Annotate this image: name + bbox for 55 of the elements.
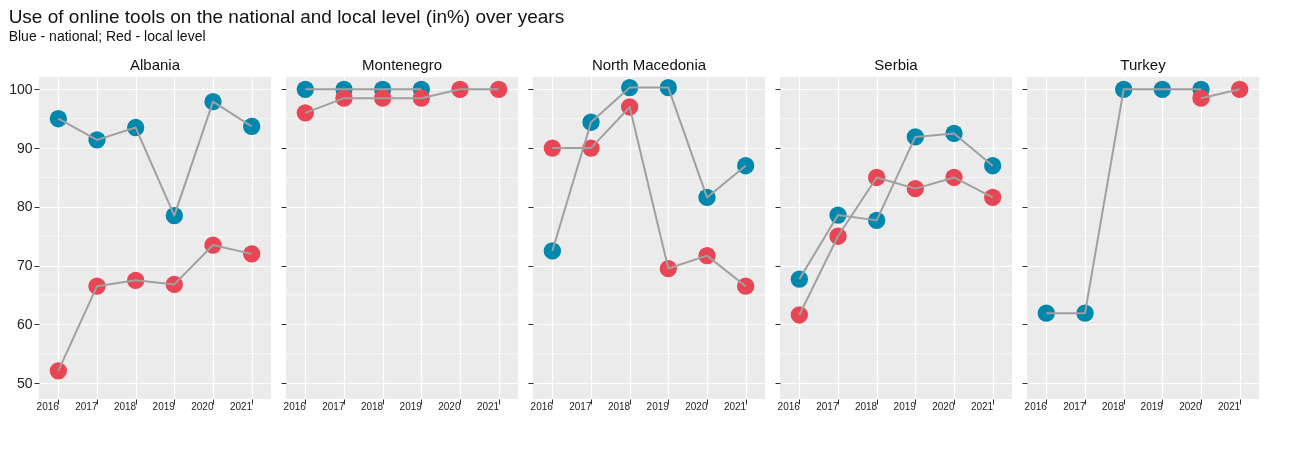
point <box>790 306 808 324</box>
y-tick-label: 100 <box>9 80 33 97</box>
point <box>49 362 67 380</box>
x-tick-label: 2017 <box>816 400 839 412</box>
x-tick-label: 2019 <box>399 400 423 412</box>
text: Blue - national; Red - local level <box>8 28 206 44</box>
x-tick-label: 2016 <box>283 400 307 412</box>
x-tick-label: 2019 <box>646 400 670 412</box>
x-tick-label: 2016 <box>530 400 554 412</box>
chart-title: North Macedonia <box>591 56 707 73</box>
x-tick-label: 2020 <box>685 400 708 412</box>
y-tick-label: 80 <box>16 198 33 215</box>
point <box>49 110 67 128</box>
point <box>790 270 808 288</box>
y-tick-label: 50 <box>16 374 33 391</box>
x-tick-label: 2021 <box>476 400 500 412</box>
x-tick-label: 2017 <box>1063 400 1086 412</box>
x-tick-label: 2019 <box>1140 400 1164 412</box>
x-tick-label: 2018 <box>360 400 384 412</box>
point <box>737 277 755 295</box>
y-tick-label: 70 <box>16 257 33 274</box>
x-tick-label: 2016 <box>777 400 801 412</box>
point <box>984 157 1002 175</box>
x-tick-label: 2018 <box>113 400 137 412</box>
x-tick-label: 2020 <box>191 400 214 412</box>
x-tick-label: 2020 <box>932 400 955 412</box>
x-tick-label: 2017 <box>569 400 592 412</box>
point <box>243 117 261 135</box>
point <box>543 242 561 260</box>
x-tick-label: 2021 <box>229 400 253 412</box>
point <box>243 245 261 263</box>
x-tick-label: 2021 <box>970 400 994 412</box>
x-tick-label: 2016 <box>1024 400 1048 412</box>
x-tick-label: 2018 <box>1101 400 1125 412</box>
text: Use of online tools on the national and local level (in%) over years <box>8 6 565 27</box>
x-tick-label: 2021 <box>723 400 747 412</box>
x-tick-label: 2020 <box>1179 400 1202 412</box>
point <box>984 188 1002 207</box>
x-tick-label: 2018 <box>854 400 878 412</box>
chart-title: Serbia <box>874 56 919 73</box>
chart-title: Montenegro <box>361 56 443 73</box>
x-tick-label: 2016 <box>36 400 60 412</box>
point <box>737 157 755 175</box>
point <box>543 139 561 157</box>
chart-title: Turkey <box>1120 56 1167 73</box>
chart-title: Albania <box>129 56 181 73</box>
x-tick-label: 2018 <box>607 400 631 412</box>
x-tick-label: 2019 <box>152 400 176 412</box>
x-tick-label: 2017 <box>322 400 345 412</box>
y-tick-label: 60 <box>16 315 33 332</box>
x-tick-label: 2019 <box>893 400 917 412</box>
x-tick-label: 2020 <box>438 400 461 412</box>
y-tick-label: 90 <box>16 139 33 156</box>
x-tick-label: 2017 <box>75 400 98 412</box>
x-tick-label: 2021 <box>1217 400 1241 412</box>
